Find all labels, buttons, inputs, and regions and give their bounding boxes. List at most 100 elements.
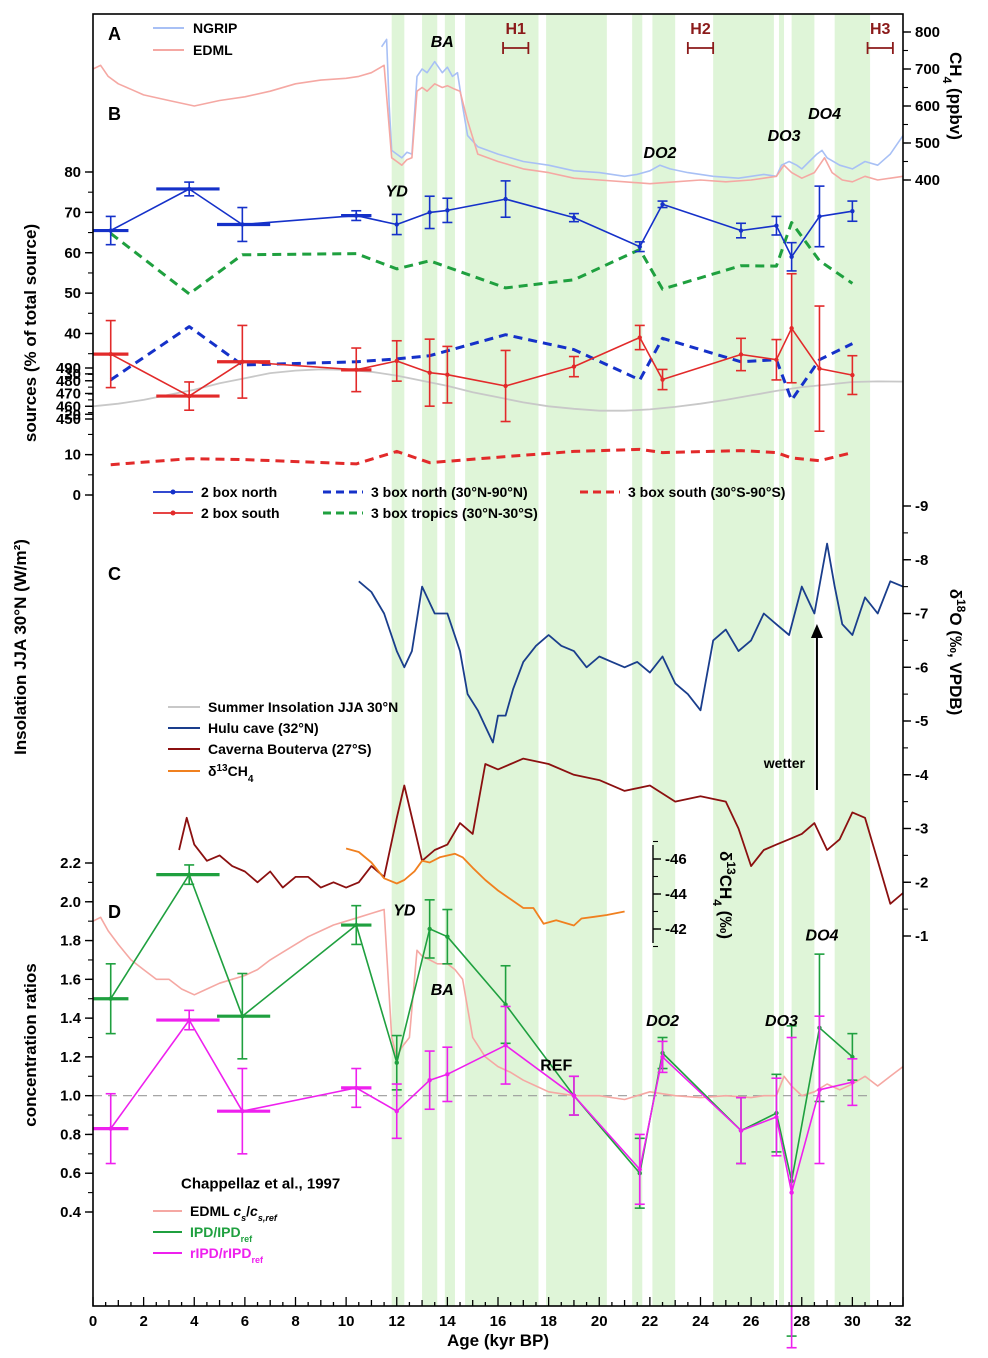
2-box-north-point <box>850 208 855 214</box>
edml-ratio-line <box>92 908 904 1101</box>
heinrich-label: H3 <box>870 21 891 38</box>
2-box-south-point <box>774 357 779 362</box>
interstadial-band <box>444 14 455 1306</box>
2-box-north-point <box>571 215 577 220</box>
citation-label: Chappellaz et al., 1997 <box>181 1176 340 1193</box>
ripd-ratio-point <box>660 1054 665 1060</box>
panel-letter-b: B <box>108 104 121 124</box>
ripd-ratio-line <box>110 1019 853 1194</box>
ch4-tick-label: 600 <box>915 98 940 115</box>
ratio-tick-label: 0.6 <box>60 1165 81 1182</box>
ripd-ratio-point <box>774 1114 779 1120</box>
insolation-axis-title: Insolation JJA 30°N (W/m²) <box>11 539 30 755</box>
2-box-north-point <box>738 228 744 233</box>
ratio-tick-label: 0.8 <box>60 1126 81 1143</box>
ripd-ratio-point <box>445 1072 450 1077</box>
sources-tick-label: 40 <box>64 326 81 343</box>
legend-text-d-part: s,ref <box>258 1213 278 1223</box>
caverna-bouterva-line <box>178 757 904 905</box>
2-box-north-point <box>774 223 779 228</box>
2-box-north-point <box>394 222 399 227</box>
interstadial-band <box>422 14 438 1306</box>
ch4-axis-title-part: (ppbv) <box>946 83 965 140</box>
ripd-ratio-point <box>738 1128 744 1133</box>
x-tick-label: 22 <box>642 1313 659 1330</box>
ratio-tick-label: 0.4 <box>60 1204 82 1221</box>
d18o-tick-label: -7 <box>915 606 928 623</box>
2-box-south-point <box>789 326 794 331</box>
legend-text-d-part: c <box>233 1203 241 1219</box>
d18o-tick-label: -4 <box>915 767 929 784</box>
legend-text-d-part: / <box>246 1203 250 1219</box>
x-tick-label: 24 <box>692 1313 709 1330</box>
insolation-tick-label: 450 <box>56 411 81 428</box>
2-box-south-point <box>427 370 432 375</box>
legend-text-d-part: rIPD/rIPD <box>190 1245 251 1261</box>
d13c-axis-title-part: CH <box>716 875 735 900</box>
legend-text-d-part: IPD/IPD <box>190 1224 241 1240</box>
2-box-north-line <box>110 188 853 258</box>
ipd-ratio-point <box>503 1002 508 1007</box>
2-box-south-point <box>394 358 399 364</box>
ch4-axis-title-part: CH <box>946 52 965 77</box>
2-box-south-point <box>850 372 855 378</box>
ref-label: REF <box>540 1057 572 1074</box>
ratio-tick-label: 2.2 <box>60 855 81 872</box>
ripd-ratio-point <box>503 1043 508 1048</box>
legend-text-b: 3 box north (30°N-90°N) <box>371 484 528 500</box>
d18o-tick-label: -2 <box>915 874 928 891</box>
insolation-line <box>92 368 904 412</box>
2-box-north-point <box>427 210 432 215</box>
x-tick-label: 10 <box>338 1313 355 1330</box>
legend-text-c-part: 4 <box>248 774 254 785</box>
d18o-tick-label: -3 <box>915 821 928 838</box>
ripd-ratio-point <box>571 1093 577 1098</box>
sources-tick-label: 10 <box>64 447 81 464</box>
d13c-inset-tick-label: -46 <box>665 851 687 868</box>
legend-text-a: NGRIP <box>193 20 237 36</box>
heinrich-label: H1 <box>505 21 526 38</box>
insolation-tick-label: 490 <box>56 360 81 377</box>
3-box-south-line <box>110 447 853 467</box>
d18o-tick-label: -8 <box>915 552 928 569</box>
x-tick-label: 20 <box>591 1313 608 1330</box>
legend-text-c: δ13CH4 <box>208 763 254 785</box>
x-tick-label: 2 <box>139 1313 147 1330</box>
sources-axis-title: sources (% of total source) <box>21 224 40 442</box>
ratio-tick-label: 1.8 <box>60 933 81 950</box>
2-box-south-point <box>571 364 577 369</box>
d13ch4-line <box>345 847 625 927</box>
d18o-tick-label: -6 <box>915 659 928 676</box>
legends: NGRIP EDML 2 box north 2 box south 3 box nor… <box>153 20 785 1265</box>
legend-text-b: 2 box north <box>201 484 277 500</box>
ripd-ratio-point <box>789 1190 794 1195</box>
ratio-axis-title: concentration ratios <box>21 963 40 1126</box>
d13c-axis-title: δ13CH4 (‰) <box>710 851 738 939</box>
legend-text-c-part: δ <box>208 763 217 779</box>
d18o-axis-title: δ18O (‰, VPDB) <box>946 589 968 716</box>
sources-tick-label: 20 <box>64 406 81 423</box>
event-label-a: DO2 <box>644 145 677 162</box>
2-box-north-point <box>817 214 822 219</box>
legend-text-d: IPD/IPDref <box>190 1224 253 1244</box>
insolation-tick-label: 480 <box>56 373 81 390</box>
2-box-north-point <box>503 196 508 202</box>
ch4-tick-label: 400 <box>915 172 940 189</box>
legend-text-d: rIPD/rIPDref <box>190 1245 264 1265</box>
event-label-a: DO4 <box>808 106 841 123</box>
legend-text-b: 3 box tropics (30°N-30°S) <box>371 505 538 521</box>
3-box-tropics-line <box>109 221 854 296</box>
sources-tick-label: 60 <box>64 245 81 262</box>
data-series <box>92 38 904 1349</box>
event-label-d: DO2 <box>646 1013 679 1030</box>
edml-line <box>92 64 904 185</box>
ripd-ratio-point <box>394 1108 399 1114</box>
x-tick-label: 0 <box>89 1313 97 1330</box>
2-box-north-point <box>789 254 794 259</box>
x-tick-label: 30 <box>844 1313 861 1330</box>
2-box-north-point <box>637 244 642 249</box>
d13c-axis-title-part: 13 <box>724 861 738 875</box>
legend-text-a: EDML <box>193 42 233 58</box>
